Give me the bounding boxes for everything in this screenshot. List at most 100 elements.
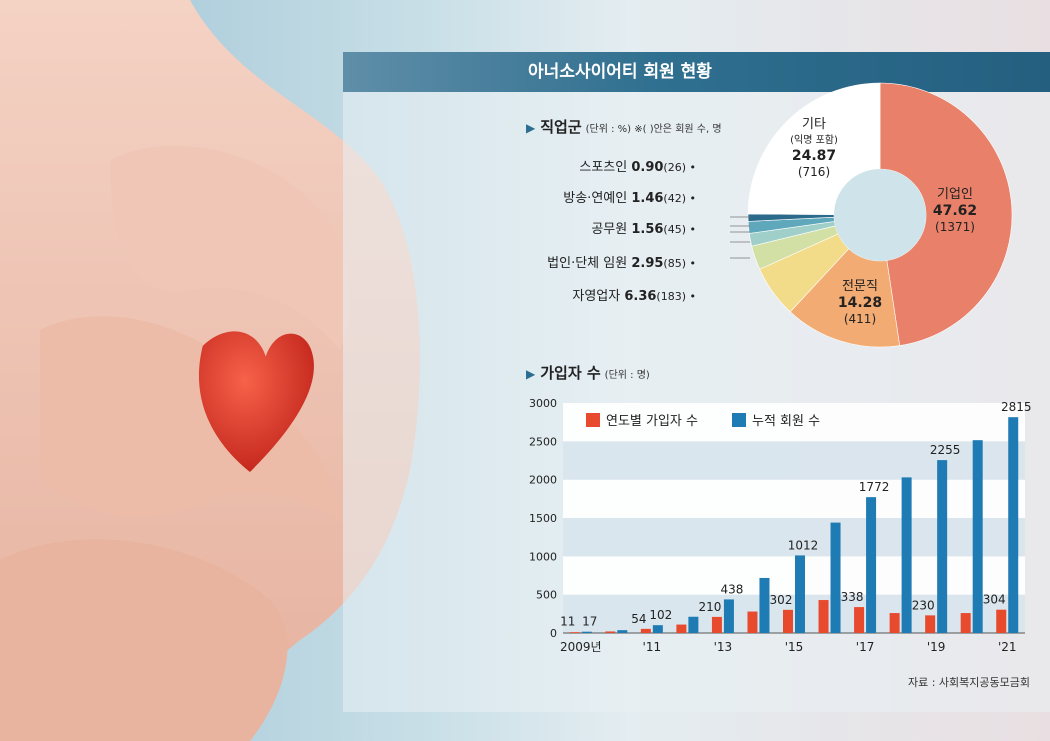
bar-annual-2018: [889, 613, 900, 633]
grid-band-4: [563, 441, 1025, 480]
label-cumulative-2013: 438: [720, 582, 743, 596]
legend-label-annual: 연도별 가입자 수: [606, 414, 698, 429]
occupation-label-pct: 6.36: [624, 289, 657, 304]
occupation-heading: ▶ 직업군 (단위 : %) ※( )안은 회원 수, 명: [526, 116, 722, 137]
occupation-label-count: (45) •: [663, 223, 696, 236]
legend-swatch-annual: [586, 413, 600, 427]
x-tick-2017: '17: [856, 640, 875, 654]
occupation-note: (단위 : %) ※( )안은 회원 수, 명: [585, 124, 722, 135]
bar-annual-2020: [960, 613, 971, 633]
pie-label-count-0: (1371): [935, 220, 975, 234]
label-cumulative-2015: 1012: [788, 538, 819, 552]
x-tick-2019: '19: [927, 640, 946, 654]
bar-cumulative-2016: [830, 522, 841, 633]
bar-cumulative-2017: [866, 497, 877, 633]
pie-label-name-2: 기타: [802, 117, 826, 132]
occupation-heading-text: 직업군: [540, 118, 582, 136]
donut-hole: [834, 169, 926, 261]
occupation-label-count: (42) •: [663, 192, 696, 205]
bar-cumulative-2015: [795, 555, 805, 633]
x-tick-2011: '11: [643, 640, 662, 654]
occupation-label-name: 법인·단체 임원: [547, 256, 632, 271]
bar-annual-2010: [605, 631, 616, 633]
pie-label-name-1: 전문직: [842, 279, 878, 294]
occupation-label-count: (85) •: [663, 257, 696, 270]
occupation-label-count: (26) •: [663, 161, 696, 174]
bar-cumulative-2019: [937, 460, 948, 633]
title-banner: [343, 52, 1050, 92]
y-tick-4: 2000: [529, 474, 557, 487]
bar-cumulative-2014: [759, 577, 770, 633]
x-tick-2013: '13: [714, 640, 733, 654]
pie-label-count-1: (411): [844, 312, 876, 326]
grid-band-5: [563, 403, 1025, 442]
x-tick-2015: '15: [785, 640, 804, 654]
occupation-label-count: (183) •: [656, 290, 696, 303]
occupation-label-name: 공무원: [591, 222, 632, 237]
grid-band-1: [563, 556, 1025, 595]
label-cumulative-2011: 102: [649, 608, 672, 622]
bar-annual-2013: [711, 616, 722, 633]
triangle-bullet-icon: ▶: [526, 367, 536, 381]
label-cumulative-2019: 2255: [930, 443, 961, 457]
leader-line-0: [730, 216, 750, 218]
bar-cumulative-2020: [972, 440, 983, 633]
bar-cumulative-2021: [1008, 417, 1019, 633]
grid-band-2: [563, 518, 1025, 557]
pie-label-sub-2: (익명 포함): [790, 134, 838, 146]
bar-cumulative-2010: [617, 630, 628, 633]
bar-cumulative-2018: [901, 477, 912, 633]
signup-heading-text: 가입자 수: [540, 364, 601, 382]
label-annual-2019: 230: [912, 598, 935, 612]
infographic-title: 아너소사이어티 회원 현황: [528, 62, 712, 82]
bar-cumulative-2013: [723, 599, 734, 633]
y-tick-5: 2500: [529, 435, 557, 448]
pie-label-pct-2: 24.87: [792, 148, 836, 164]
occupation-label-1: 방송·연예인 1.46(42) •: [563, 187, 696, 206]
occupation-label-4: 자영업자 6.36(183) •: [572, 285, 696, 304]
triangle-bullet-icon: ▶: [526, 121, 536, 135]
x-tick-2021: '21: [998, 640, 1017, 654]
bar-cumulative-2012: [688, 616, 699, 633]
label-cumulative-2021: 2815: [1001, 400, 1032, 414]
signup-heading: ▶ 가입자 수 (단위 : 명): [526, 362, 650, 383]
bar-annual-2017: [854, 607, 865, 633]
label-annual-2017: 338: [841, 590, 864, 604]
occupation-label-pct: 2.95: [631, 256, 664, 271]
x-tick-2009: 2009년: [560, 640, 602, 654]
occupation-label-name: 자영업자: [572, 289, 625, 304]
bar-annual-2009: [569, 632, 580, 633]
signup-note: (단위 : 명): [604, 370, 650, 381]
occupation-label-3: 법인·단체 임원 2.95(85) •: [547, 252, 696, 271]
source-credit: 자료 : 사회복지공동모금회: [907, 676, 1030, 689]
occupation-label-pct: 1.56: [631, 222, 664, 237]
label-annual-2013: 210: [698, 600, 721, 614]
pie-label-name-0: 기업인: [937, 187, 973, 202]
leader-line-3: [730, 241, 750, 243]
y-tick-2: 1000: [529, 550, 557, 563]
occupation-label-0: 스포츠인 0.90(26) •: [579, 156, 696, 175]
bar-cumulative-2011: [652, 625, 663, 633]
leader-line-2: [730, 231, 750, 233]
label-annual-2021: 304: [983, 593, 1006, 607]
legend-label-cumulative: 누적 회원 수: [752, 414, 820, 429]
bar-annual-2012: [676, 624, 687, 633]
occupation-label-name: 방송·연예인: [563, 191, 632, 206]
pie-label-count-2: (716): [798, 165, 830, 179]
signup-bar-chart: 0 500 1000 1500 2000 2500 3000 11 17 2009년 54 102 '1…: [529, 397, 1032, 654]
label-cumulative-2017: 1772: [859, 480, 890, 494]
leader-line-4: [730, 257, 750, 259]
occupation-label-pct: 1.46: [631, 191, 664, 206]
pie-label-pct-0: 47.62: [933, 203, 977, 219]
bar-annual-2016: [818, 600, 829, 633]
bar-annual-2019: [925, 615, 936, 633]
bar-annual-2014: [747, 611, 758, 633]
pie-label-pct-1: 14.28: [838, 295, 882, 311]
occupation-label-pct: 0.90: [631, 160, 664, 175]
label-annual-2009: 11: [560, 615, 575, 629]
leader-line-1: [730, 225, 750, 227]
occupation-label-2: 공무원 1.56(45) •: [591, 218, 696, 237]
bar-annual-2011: [640, 628, 651, 633]
bar-annual-2015: [783, 609, 793, 633]
